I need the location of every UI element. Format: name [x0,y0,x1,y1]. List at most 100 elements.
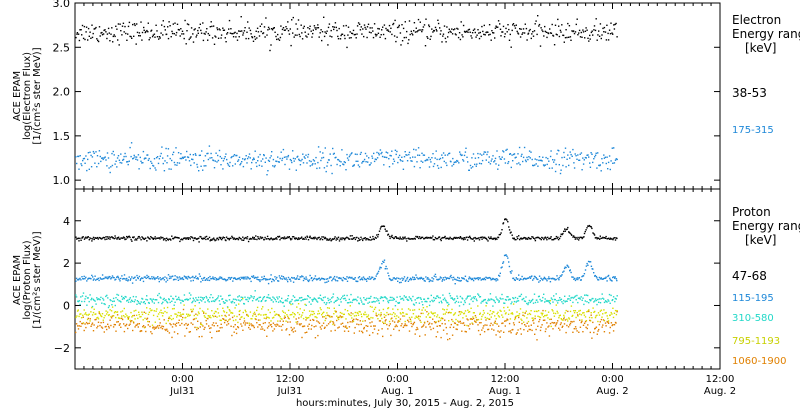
data-point [333,26,336,28]
data-point [571,276,573,278]
data-point [219,303,221,305]
data-point [571,155,573,157]
data-point [548,278,550,280]
data-point [532,35,535,37]
data-point [211,277,213,280]
data-point [253,326,255,329]
data-point [477,152,479,155]
data-point [216,325,219,327]
data-point [479,333,481,336]
data-point [346,157,349,159]
data-point [207,300,209,302]
data-point [169,157,171,160]
data-point [311,310,313,313]
data-point [289,278,291,280]
data-point [523,277,525,280]
data-point [363,277,366,280]
data-point [255,276,257,279]
data-point [335,279,337,282]
proton-instrument-label: ACE EPAM [12,255,23,305]
data-point [421,29,424,31]
data-point [391,317,393,319]
data-point [260,314,262,316]
data-point [278,161,280,163]
data-point [140,278,142,280]
data-point [486,302,488,304]
data-point [77,237,80,239]
data-point [413,304,416,306]
data-point [188,237,190,239]
data-point [362,331,364,334]
data-point [532,164,535,167]
data-point [314,236,316,238]
data-point [204,155,207,157]
data-point [77,309,79,311]
data-point [495,237,497,239]
data-point [107,323,109,325]
data-point [371,301,374,303]
data-point [602,277,605,280]
data-point [99,324,101,327]
data-point [161,312,163,314]
data-point [225,280,227,282]
data-point [522,314,524,316]
data-point [428,304,431,307]
data-point [190,294,192,296]
data-point [384,320,386,322]
data-point [511,270,513,272]
data-point [75,316,77,319]
data-point [284,163,286,166]
data-point [266,174,268,176]
data-point [175,278,177,281]
data-point [507,257,509,259]
data-point [205,238,207,241]
data-point [278,275,281,277]
data-point [186,278,189,280]
data-point [558,277,561,279]
data-point [517,32,519,34]
data-point [419,315,421,318]
data-point [245,322,247,324]
data-point [359,153,362,155]
data-point [566,158,568,160]
data-point [493,311,495,313]
data-point [532,319,535,321]
data-point [462,317,464,319]
data-point [557,277,559,280]
data-point [305,276,307,278]
data-point [218,278,220,281]
data-point [510,46,512,48]
data-point [553,312,555,314]
data-point [213,278,215,280]
data-point [528,299,531,302]
data-point [153,302,155,304]
data-point [126,277,128,280]
data-point [393,328,395,330]
data-point [585,27,587,29]
data-point [77,300,80,303]
data-point [419,167,421,169]
data-point [443,297,446,299]
data-point [91,274,93,277]
data-point [112,150,114,153]
data-point [163,25,166,28]
data-point [524,324,526,326]
data-point [201,310,204,312]
data-point [578,239,580,241]
data-point [573,235,575,237]
data-point [566,36,568,39]
data-point [509,298,511,301]
data-point [610,238,612,240]
data-point [82,158,85,160]
data-point [387,313,390,316]
data-point [573,278,575,280]
data-point [439,157,442,160]
data-point [144,157,146,159]
data-point [147,275,150,278]
data-point [265,279,267,281]
data-point [360,323,362,326]
data-point [451,318,453,321]
data-point [613,324,616,326]
data-point [279,239,281,241]
data-point [169,238,172,240]
